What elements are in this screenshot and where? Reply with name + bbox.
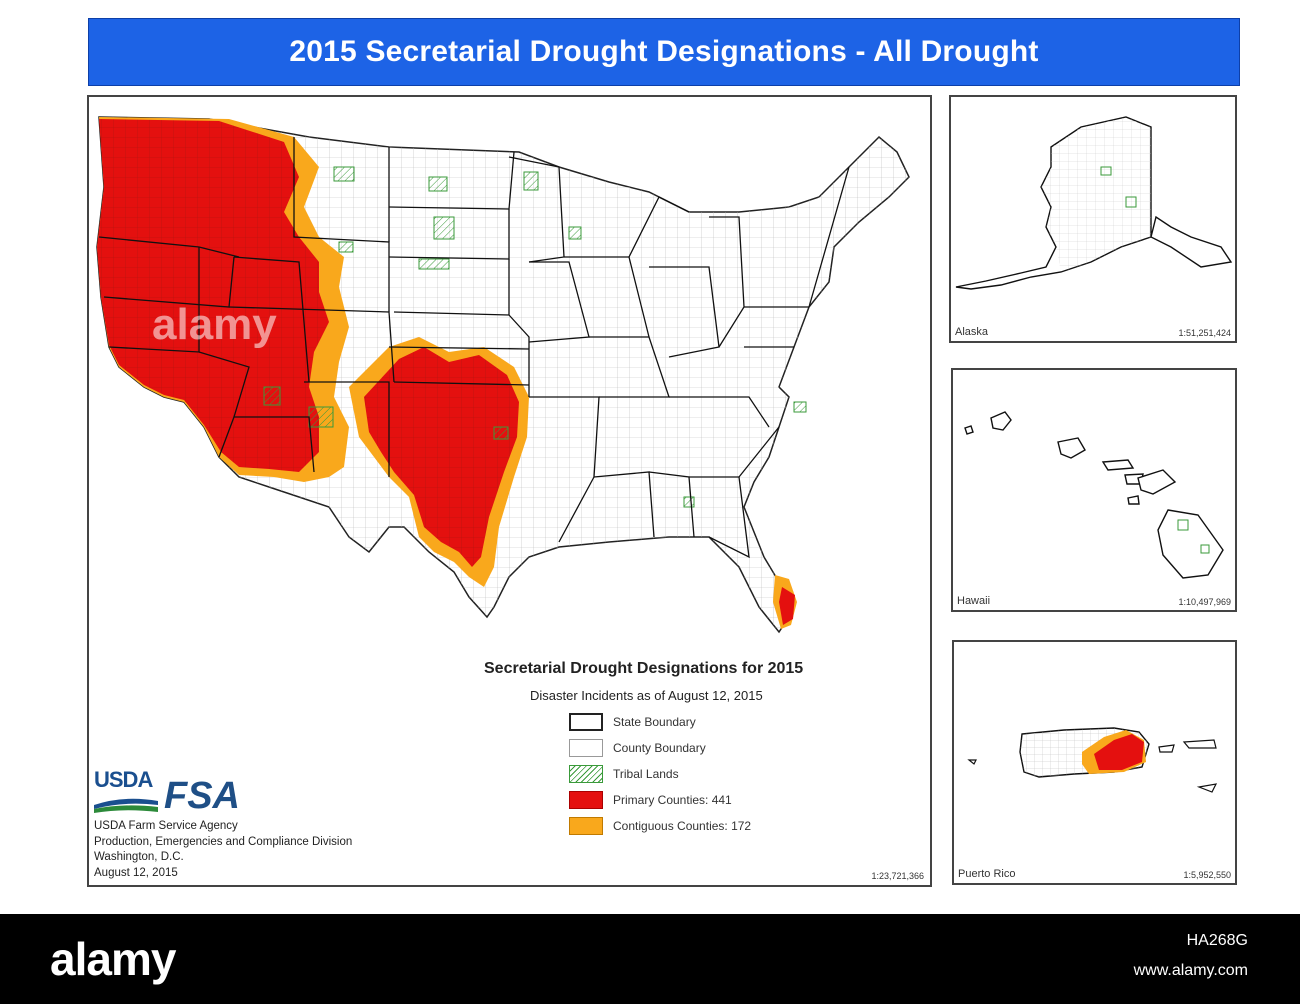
watermark-footer: alamy HA268G www.alamy.com [0,914,1300,1004]
legend-item-label: County Boundary [613,741,706,755]
legend-item-label: Contiguous Counties: 172 [613,819,752,833]
contiguous-counties-swatch [569,817,603,835]
conus-map [96,116,910,634]
usda-logo: USDA [94,767,160,815]
legend-item-tribal-lands: Tribal Lands [569,761,884,787]
agency-name: USDA Farm Service Agency [94,820,238,832]
legend-item-primary-counties: Primary Counties: 441 [569,787,884,813]
conus-map-panel: Secretarial Drought Designations for 201… [87,95,932,887]
legend-item-county-boundary: County Boundary [569,735,884,761]
hawaii-scale: 1:10,497,969 [1178,597,1231,607]
tribal-land [683,496,695,508]
watermark-image-id: HA268G [1186,932,1248,949]
legend-item-state-boundary: State Boundary [569,709,884,735]
tribal-land [338,241,354,253]
watermark-url: www.alamy.com [1133,962,1248,979]
legend-item-label: Primary Counties: 441 [613,793,732,807]
watermark-overlay: alamy [152,300,277,349]
usda-logo-text: USDA [94,767,153,792]
title-banner: 2015 Secretarial Drought Designations - … [88,18,1240,86]
primary-counties-florida [779,587,795,625]
legend-item-contiguous-counties: Contiguous Counties: 172 [569,813,884,839]
legend-items: State Boundary County Boundary Tribal La… [569,709,884,839]
puerto-rico-label: Puerto Rico [958,868,1016,880]
legend: Secretarial Drought Designations for 201… [484,660,884,839]
tribal-land [428,176,448,192]
logo-row: USDA FSA [94,767,352,815]
alaska-scale: 1:51,251,424 [1178,328,1231,338]
hawaii-label: Hawaii [957,595,991,607]
tribal-land [308,406,334,428]
tribal-land [568,226,582,240]
tribal-land [493,426,509,440]
puerto-rico-primary [1094,734,1144,770]
tribal-land [793,401,807,413]
primary-counties-swatch [569,791,603,809]
watermark-logo: alamy [50,933,176,985]
hawaii-islands [964,411,1224,579]
puerto-rico-map [967,727,1218,793]
state-boundaries [98,137,850,559]
map-title: 2015 Secretarial Drought Designations - … [289,35,1039,68]
agency-date: August 12, 2015 [94,866,178,879]
tribal-lands-swatch [569,765,603,783]
alaska-label: Alaska [955,326,989,338]
legend-subtitle: Disaster Incidents as of August 12, 2015 [530,688,763,703]
hawaii-inset: Hawaii 1:10,497,969 [951,368,1237,612]
pr-small-islands [967,739,1218,793]
puerto-rico-scale: 1:5,952,550 [1183,870,1231,880]
tribal-land [333,166,355,182]
legend-title: Secretarial Drought Designations for 201… [484,660,804,677]
hawaii-map [964,411,1224,579]
agency-location: Washington, D.C. [94,851,184,863]
agency-division: Production, Emergencies and Compliance D… [94,835,353,848]
tribal-land [523,171,539,191]
alaska-inset: Alaska 1:51,251,424 [949,95,1237,343]
puerto-rico-inset: Puerto Rico 1:5,952,550 [952,640,1237,885]
usda-swoosh-icon [94,798,158,813]
legend-item-label: State Boundary [613,715,696,729]
main-map-scale: 1:23,721,366 [871,871,924,881]
agency-lines: USDA Farm Service Agency Production, Eme… [94,819,352,881]
tribal-land [263,386,281,406]
state-boundary-swatch [569,713,603,731]
tribal-land [418,258,450,270]
legend-item-label: Tribal Lands [613,767,679,781]
tribal-land [433,216,455,240]
fsa-logo: FSA [164,775,240,817]
agency-block: USDA FSA USDA Farm Service Agency Produc… [94,767,352,881]
county-boundary-swatch [569,739,603,757]
alaska-map [955,116,1233,290]
